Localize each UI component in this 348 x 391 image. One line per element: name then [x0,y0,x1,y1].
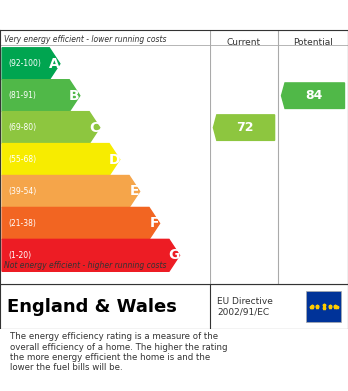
Text: E: E [129,185,139,199]
Text: (39-54): (39-54) [8,187,37,196]
Polygon shape [2,176,140,208]
Text: D: D [109,152,120,167]
Text: Potential: Potential [293,38,333,47]
Polygon shape [2,208,160,239]
Text: 84: 84 [305,89,322,102]
Text: (81-91): (81-91) [8,91,36,100]
FancyBboxPatch shape [306,291,341,322]
Text: (55-68): (55-68) [8,155,37,164]
Text: (69-80): (69-80) [8,123,37,132]
Text: Current: Current [227,38,261,47]
Text: C: C [89,120,100,135]
Text: G: G [168,248,180,262]
Polygon shape [282,83,345,108]
Text: Very energy efficient - lower running costs: Very energy efficient - lower running co… [4,35,167,44]
Text: (21-38): (21-38) [8,219,36,228]
Polygon shape [2,239,180,271]
Polygon shape [213,115,275,140]
Text: EU Directive
2002/91/EC: EU Directive 2002/91/EC [217,297,273,316]
Text: 72: 72 [236,121,253,134]
Polygon shape [2,48,60,80]
Text: The energy efficiency rating is a measure of the
overall efficiency of a home. T: The energy efficiency rating is a measur… [10,332,228,372]
Text: A: A [49,57,60,71]
Polygon shape [2,143,120,176]
Text: England & Wales: England & Wales [7,298,177,316]
Polygon shape [2,112,100,143]
Text: B: B [69,89,80,103]
Text: Not energy efficient - higher running costs: Not energy efficient - higher running co… [4,261,167,270]
Text: (92-100): (92-100) [8,59,41,68]
Polygon shape [2,80,80,112]
Text: Energy Efficiency Rating: Energy Efficiency Rating [10,7,220,23]
Text: F: F [150,216,159,230]
Text: (1-20): (1-20) [8,251,32,260]
